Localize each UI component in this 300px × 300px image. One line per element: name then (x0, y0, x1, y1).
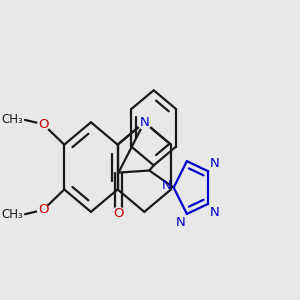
Text: CH₃: CH₃ (2, 208, 23, 221)
Text: N: N (140, 116, 149, 129)
Text: N: N (209, 157, 219, 169)
Text: O: O (113, 207, 124, 220)
Text: O: O (38, 203, 48, 216)
Text: N: N (209, 206, 219, 219)
Text: N: N (176, 217, 186, 230)
Text: N: N (162, 179, 172, 192)
Text: CH₃: CH₃ (2, 113, 23, 126)
Text: O: O (38, 118, 48, 131)
